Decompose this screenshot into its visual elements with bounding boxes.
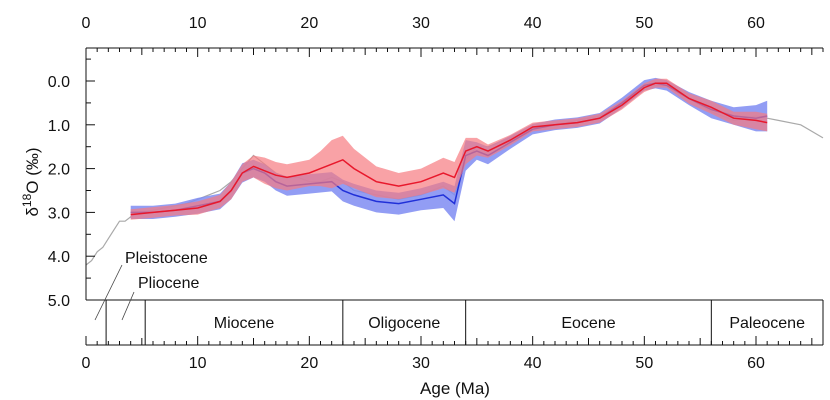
x-axis-title: Age (Ma) [420,379,490,398]
top-x-tick-label: 20 [300,15,318,32]
red-series-line [130,82,768,216]
y-axis-title-superscript: 18 [20,193,34,207]
top-x-tick-label: 0 [82,15,91,32]
bottom-x-tick-label: 0 [82,355,91,372]
top-x-tick-label: 10 [189,15,207,32]
pleistocene-leader-line [94,264,123,321]
bottom-x-tick-label: 10 [189,355,207,372]
axes-layer: 0 0 10 10 20 20 30 30 40 40 50 50 60 60 0.0 1.0 2.0 3.0 4.… [48,15,824,372]
epoch-label-eocene: Eocene [561,315,615,332]
y-axis-title-delta: δ [23,207,42,216]
y-axis-title-unit: (‰) [23,147,42,180]
top-x-tick-label: 40 [524,15,542,32]
y-tick-label: 5.0 [48,293,70,310]
epoch-bar-layer: Pleistocene Pliocene Miocene Oligocene Eocen… [86,250,824,345]
top-x-tick-label: 50 [635,15,653,32]
bottom-x-tick-label: 20 [300,355,318,372]
epoch-label-miocene: Miocene [214,315,275,332]
bottom-x-tick-label: 60 [747,355,765,372]
epoch-label-oligocene: Oligocene [368,315,440,332]
epoch-label-paleocene: Paleocene [729,315,805,332]
bottom-x-tick-label: 50 [635,355,653,372]
y-tick-label: 2.0 [48,162,70,179]
y-tick-label: 1.0 [48,118,70,135]
red-smooth-layer [130,78,768,220]
epoch-label-pliocene: Pliocene [138,275,199,292]
y-tick-label: 4.0 [48,249,70,266]
top-x-tick-label: 60 [747,15,765,32]
pliocene-leader-line [121,291,135,321]
y-tick-label: 0.0 [48,74,70,91]
svg-text:δ18O (‰): δ18O (‰) [20,147,42,216]
bottom-x-tick-label: 30 [412,355,430,372]
y-axis-title-element: O [23,180,42,193]
epoch-label-pleistocene: Pleistocene [125,250,208,267]
y-tick-label: 3.0 [48,205,70,222]
bottom-x-tick-label: 40 [524,355,542,372]
top-x-tick-label: 30 [412,15,430,32]
y-axis-title: δ18O (‰) [20,147,42,216]
